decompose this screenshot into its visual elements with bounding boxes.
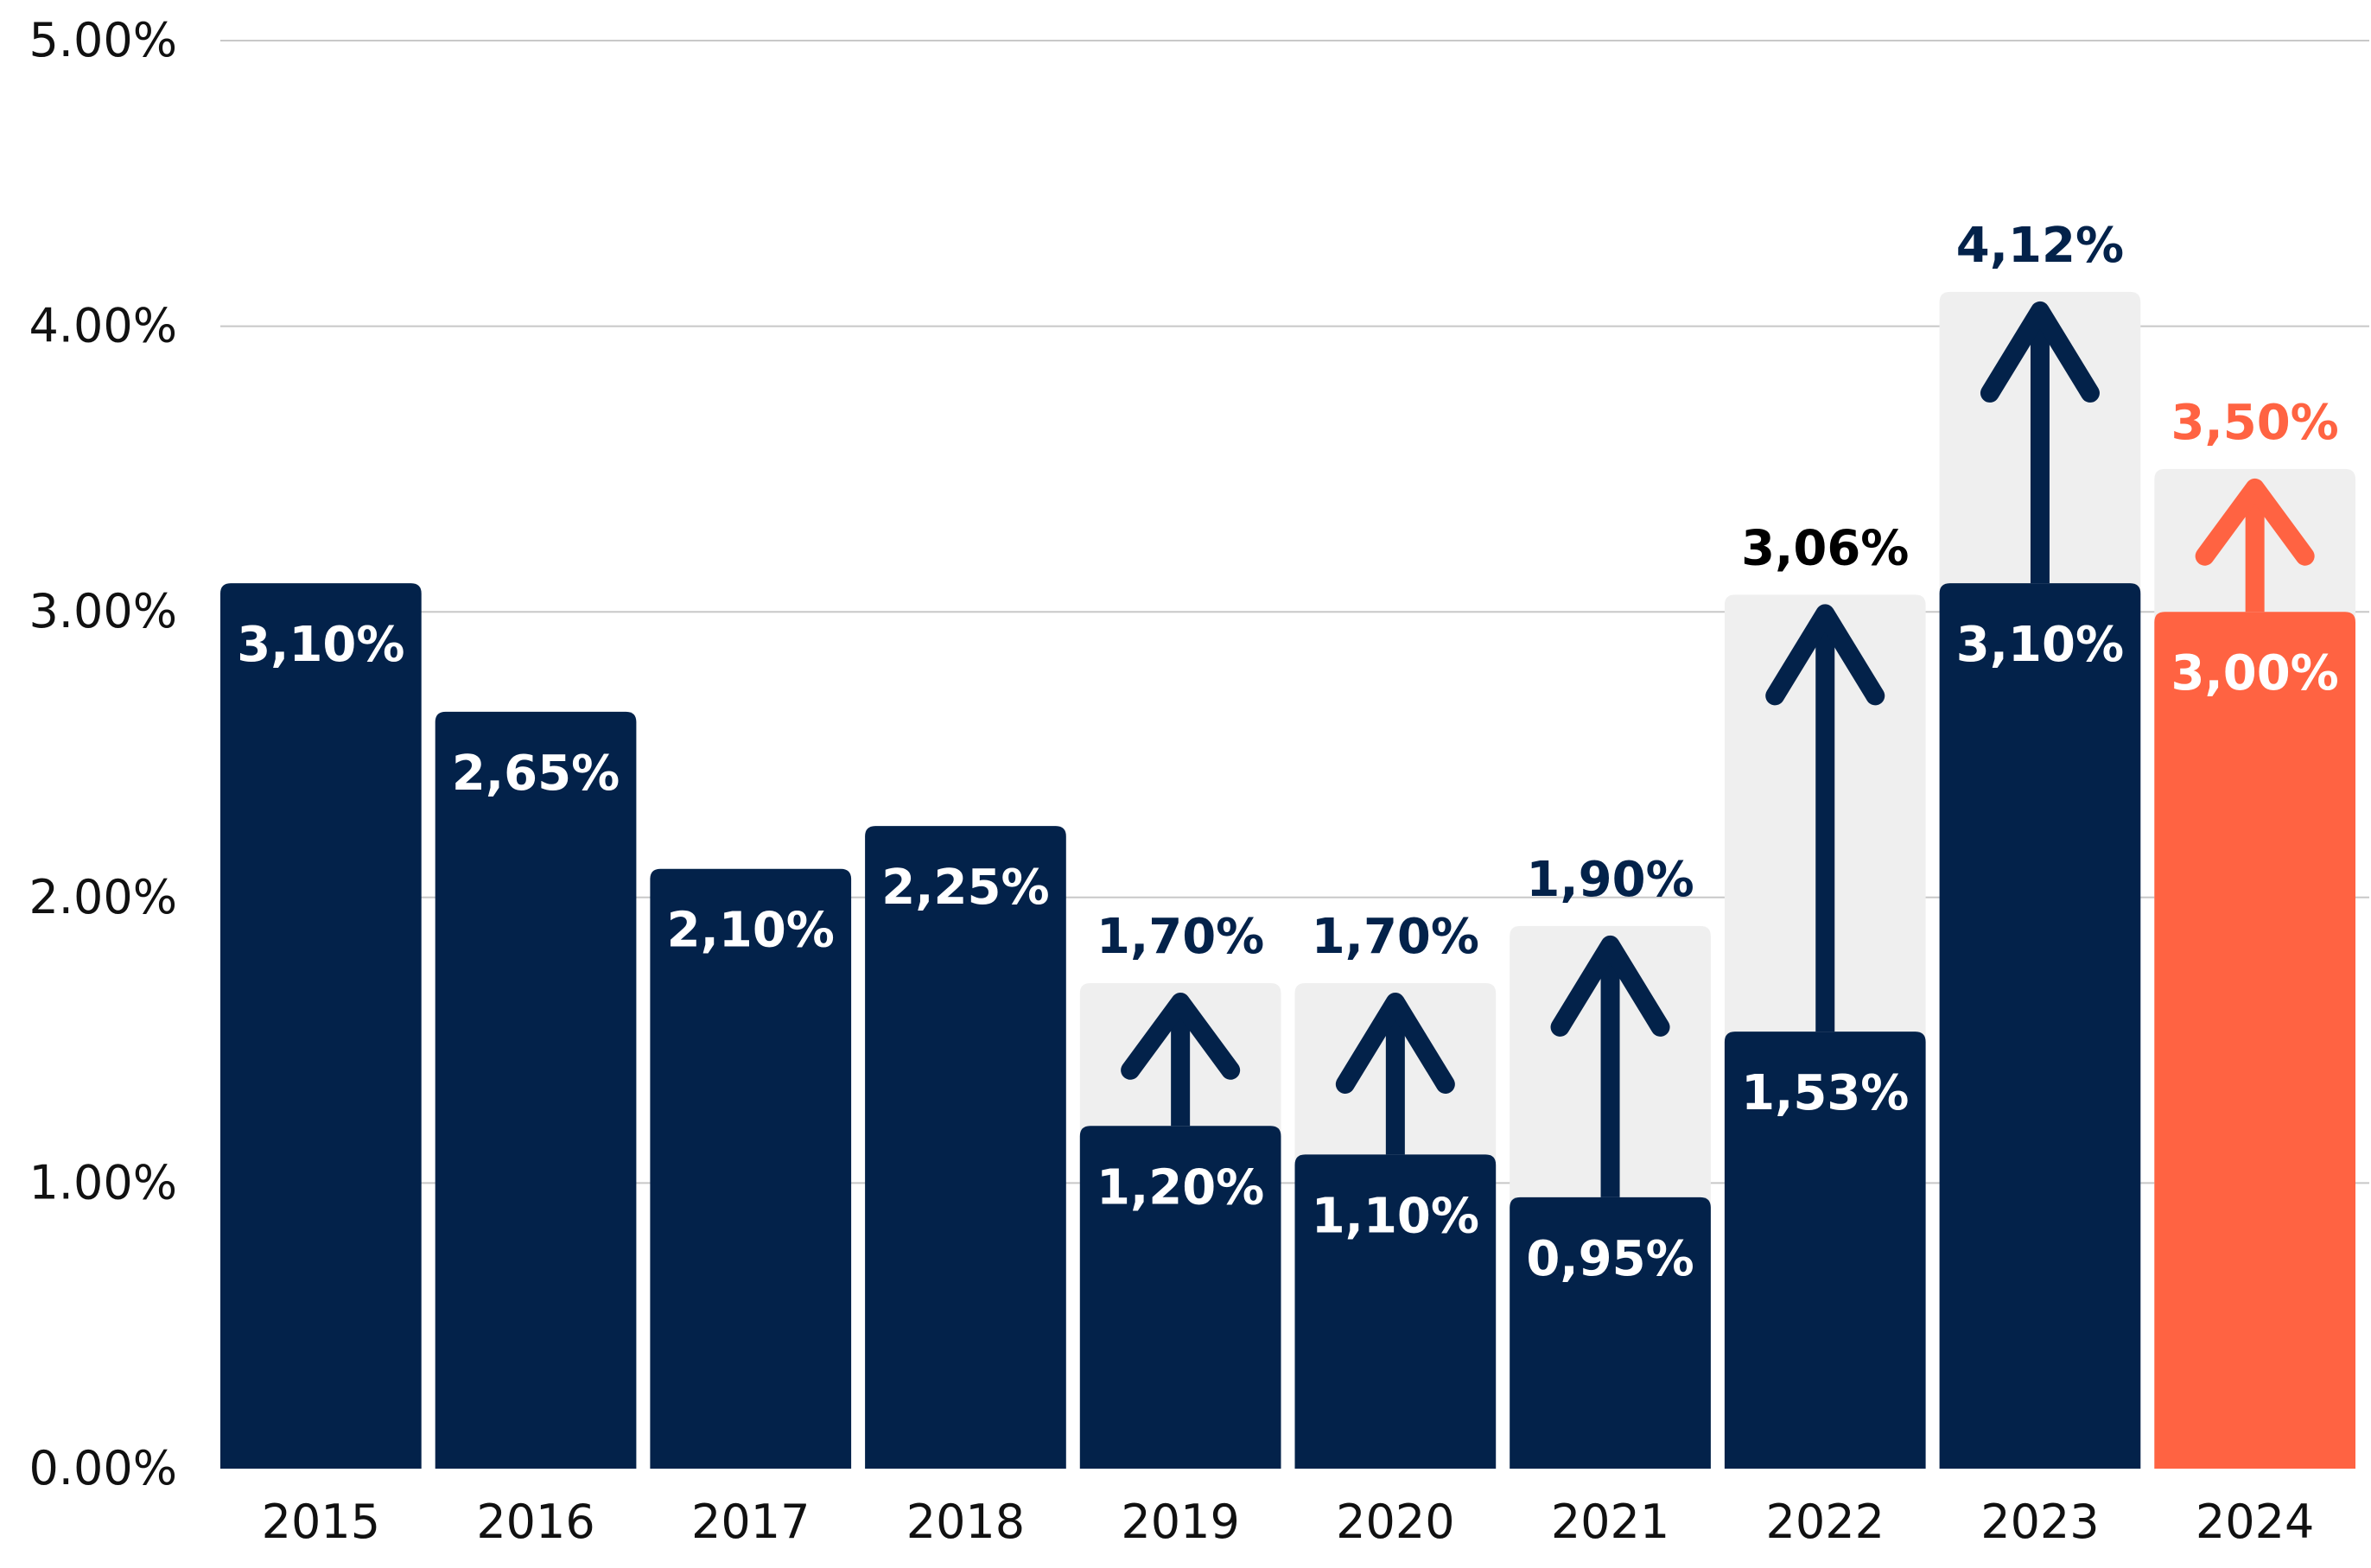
x-tick-label: 2017	[691, 1495, 810, 1549]
bar-2016	[435, 711, 637, 1469]
y-tick-label: 5.00%	[29, 13, 177, 67]
increase-arrow-2019	[1121, 992, 1241, 1127]
bars	[220, 583, 2355, 1469]
bar-2018	[865, 826, 1066, 1469]
arrow-head	[1121, 992, 1241, 1080]
increase-arrow-2024	[2195, 478, 2315, 613]
bar-value-label: 3,10%	[237, 617, 404, 673]
bar-value-label: 3,00%	[2171, 645, 2339, 701]
x-tick-label: 2022	[1766, 1495, 1885, 1549]
x-tick-label: 2023	[1980, 1495, 2099, 1549]
y-tick-label: 3.00%	[29, 584, 177, 638]
target-value-label: 1,70%	[1097, 909, 1264, 965]
bar-value-label: 1,10%	[1312, 1188, 1479, 1244]
arrow-head	[1550, 935, 1670, 1037]
bar-value-label: 1,53%	[1741, 1065, 1909, 1121]
increase-arrow-2020	[1335, 992, 1455, 1155]
target-value-label: 3,50%	[2171, 395, 2339, 451]
target-value-label: 3,06%	[1741, 520, 1909, 576]
increase-arrows	[1121, 301, 2315, 1197]
bar-value-label: 3,10%	[1956, 617, 2124, 673]
y-tick-label: 0.00%	[29, 1441, 177, 1495]
bar-value-label: 1,20%	[1097, 1159, 1264, 1216]
x-axis-tick-labels: 2015 2016 2017 2018 2019 2020 2021 2022 2023 2024	[262, 1495, 2315, 1549]
bar-2015	[220, 583, 422, 1469]
x-tick-label: 2021	[1551, 1495, 1669, 1549]
target-value-label: 1,70%	[1312, 909, 1479, 965]
target-value-label: 1,90%	[1526, 852, 1694, 908]
bar-2023	[1939, 583, 2141, 1469]
y-tick-label: 1.00%	[29, 1155, 177, 1209]
x-tick-label: 2020	[1336, 1495, 1454, 1549]
increase-arrow-2022	[1765, 604, 1885, 1032]
x-tick-label: 2016	[476, 1495, 594, 1549]
y-tick-label: 2.00%	[29, 870, 177, 924]
bar-2020	[1294, 1154, 1497, 1469]
arrow-head	[1765, 604, 1885, 706]
bar-2017	[650, 868, 852, 1469]
x-tick-label: 2024	[2196, 1495, 2314, 1549]
target-value-label: 4,12%	[1956, 218, 2124, 274]
bar-value-label: 2,10%	[667, 903, 835, 959]
bar-2022	[1724, 1032, 1926, 1469]
x-tick-label: 2019	[1121, 1495, 1239, 1549]
arrow-head	[2195, 478, 2315, 566]
bar-2019	[1079, 1126, 1281, 1469]
x-tick-label: 2018	[906, 1495, 1025, 1549]
bar-value-labels: 3,10% 2,65% 2,10% 2,25% 1,20% 1,70% 1,10% 1,70%…	[237, 218, 2339, 1287]
x-tick-label: 2015	[262, 1495, 380, 1549]
arrow-head	[1335, 992, 1455, 1094]
increase-arrow-2023	[1980, 301, 2100, 584]
bar-value-label: 2,65%	[452, 746, 620, 802]
bar-2021	[1510, 1197, 1711, 1469]
bar-value-label: 0,95%	[1526, 1231, 1694, 1287]
bar-value-label: 2,25%	[881, 860, 1049, 916]
arrow-head	[1980, 301, 2100, 403]
bar-2024	[2154, 612, 2355, 1469]
increase-arrow-2021	[1550, 935, 1670, 1197]
y-tick-label: 4.00%	[29, 299, 177, 353]
y-axis-tick-labels: 0.00% 1.00% 2.00% 3.00% 4.00% 5.00%	[29, 13, 177, 1495]
